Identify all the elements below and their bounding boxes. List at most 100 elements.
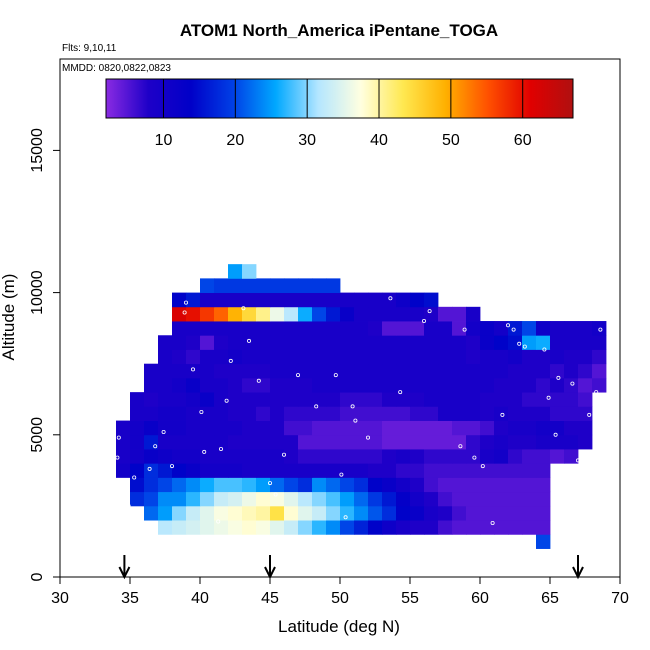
sample-point bbox=[472, 455, 477, 460]
heatmap-cell bbox=[522, 335, 537, 350]
heatmap-cell bbox=[522, 321, 537, 336]
heatmap-cell bbox=[564, 449, 579, 464]
heatmap-cell bbox=[452, 335, 467, 350]
heatmap-cell bbox=[186, 335, 201, 350]
heatmap-cell bbox=[186, 434, 201, 450]
sample-point bbox=[570, 381, 575, 386]
sample-point bbox=[314, 404, 319, 409]
heatmap-cell bbox=[200, 449, 215, 464]
heatmap-cell bbox=[396, 349, 411, 365]
heatmap-cell bbox=[340, 349, 355, 365]
heatmap-cell bbox=[200, 321, 215, 336]
flight-arrows bbox=[118, 555, 584, 580]
heatmap-cell bbox=[270, 420, 285, 436]
heatmap-cell bbox=[536, 420, 551, 436]
heatmap-cell bbox=[340, 406, 355, 421]
heatmap-cell bbox=[592, 377, 607, 393]
heatmap-cell bbox=[312, 520, 327, 535]
heatmap-cell bbox=[256, 463, 271, 478]
heatmap-cell bbox=[158, 392, 173, 407]
heatmap-cell bbox=[284, 321, 299, 336]
heatmap-cell bbox=[466, 406, 481, 421]
heatmap-cell bbox=[536, 349, 551, 365]
heatmap-cell bbox=[186, 491, 201, 507]
heatmap-cell bbox=[312, 335, 327, 350]
heatmap-cell bbox=[312, 449, 327, 464]
heatmap-cell bbox=[326, 463, 341, 478]
heatmap-cell bbox=[284, 420, 299, 436]
heatmap-cell bbox=[284, 505, 299, 521]
heatmap-cell bbox=[452, 420, 467, 436]
heatmap-cell bbox=[214, 420, 229, 436]
heatmap-cell bbox=[144, 477, 159, 493]
heatmap-cell bbox=[284, 377, 299, 393]
heatmap-cell bbox=[256, 392, 271, 407]
heatmap-cell bbox=[564, 420, 579, 436]
heatmap-cell bbox=[354, 491, 369, 507]
heatmap-cell bbox=[214, 491, 229, 507]
heatmap-cell bbox=[326, 363, 341, 379]
heatmap-cell bbox=[578, 406, 593, 421]
heatmap-cell bbox=[158, 377, 173, 393]
heatmap-cell bbox=[424, 463, 439, 478]
heatmap-cell bbox=[438, 434, 453, 450]
heatmap-cell bbox=[172, 377, 187, 393]
heatmap-cell bbox=[424, 335, 439, 350]
sample-point bbox=[365, 435, 370, 440]
heatmap-cell bbox=[354, 449, 369, 464]
heatmap-cell bbox=[284, 463, 299, 478]
heatmap-cell bbox=[438, 449, 453, 464]
colorbar-tick-label: 30 bbox=[298, 132, 316, 149]
heatmap-cell bbox=[340, 434, 355, 450]
heatmap-cell bbox=[368, 335, 383, 350]
heatmap-cell bbox=[564, 406, 579, 421]
sample-point bbox=[246, 338, 251, 343]
heatmap-cell bbox=[382, 377, 397, 393]
heatmap-cell bbox=[452, 463, 467, 478]
sample-point bbox=[553, 432, 558, 437]
heatmap-cell bbox=[578, 363, 593, 379]
heatmap-cell bbox=[228, 363, 243, 379]
heatmap-cell bbox=[382, 363, 397, 379]
y-axis: 0 5000 10000 15000 bbox=[29, 128, 60, 581]
heatmap-cell bbox=[550, 377, 565, 393]
colorbar-tick-label: 50 bbox=[442, 132, 460, 149]
sample-point bbox=[273, 492, 278, 497]
heatmap-cell bbox=[438, 520, 453, 535]
heatmap-cell bbox=[536, 534, 551, 549]
heatmap-cell bbox=[536, 406, 551, 421]
heatmap-cell bbox=[326, 406, 341, 421]
heatmap-cell bbox=[508, 505, 523, 521]
heatmap-cell bbox=[200, 434, 215, 450]
heatmap-cell bbox=[298, 449, 313, 464]
heatmap-cell bbox=[354, 477, 369, 493]
heatmap-cell bbox=[228, 321, 243, 336]
heatmap-cell bbox=[242, 420, 257, 436]
heatmap-cell bbox=[284, 434, 299, 450]
heatmap-cell bbox=[298, 392, 313, 407]
x-tick-label: 65 bbox=[541, 590, 559, 607]
heatmap-cell bbox=[340, 420, 355, 436]
heatmap-cell bbox=[368, 477, 383, 493]
sample-point bbox=[267, 481, 272, 486]
heatmap-cell bbox=[368, 406, 383, 421]
heatmap-cell bbox=[242, 463, 257, 478]
heatmap-cell bbox=[200, 491, 215, 507]
heatmap-cell bbox=[186, 292, 201, 308]
heatmap-cell bbox=[354, 306, 369, 322]
heatmap-cell bbox=[298, 306, 313, 322]
heatmap-cell bbox=[270, 434, 285, 450]
heatmap-cell bbox=[200, 335, 215, 350]
heatmap-cell bbox=[382, 520, 397, 535]
colorbar-gradient bbox=[105, 78, 574, 119]
heatmap-cell bbox=[326, 491, 341, 507]
sample-point bbox=[546, 395, 551, 400]
heatmap-cell bbox=[298, 292, 313, 308]
heatmap-cell bbox=[424, 505, 439, 521]
heatmap-cell bbox=[284, 392, 299, 407]
heatmap-cell bbox=[326, 449, 341, 464]
heatmap-cell bbox=[466, 420, 481, 436]
heatmap-cell bbox=[214, 306, 229, 322]
heatmap-cell bbox=[214, 434, 229, 450]
